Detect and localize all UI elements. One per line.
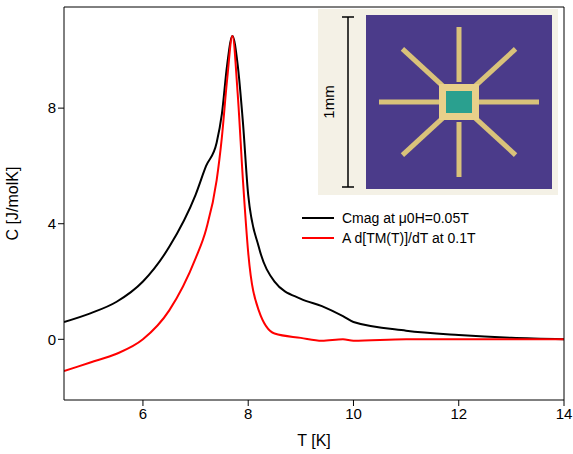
svg-text:8: 8 (244, 405, 252, 422)
svg-text:14: 14 (556, 405, 573, 422)
html-text:Cmag at μ0H=0.05T: Cmag at μ0H=0.05T (342, 210, 469, 226)
html-text:A d[TM(T)]/dT at 0.1T: A d[TM(T)]/dT at 0.1T (342, 230, 476, 246)
svg-text:8: 8 (48, 99, 56, 116)
svg-text:1mm: 1mm (320, 85, 337, 118)
svg-text:C [J/molK]: C [J/molK] (4, 167, 21, 241)
svg-text:T [K]: T [K] (297, 432, 331, 449)
svg-text:12: 12 (450, 405, 467, 422)
svg-text:6: 6 (139, 405, 147, 422)
svg-text:10: 10 (345, 405, 362, 422)
svg-text:4: 4 (48, 215, 56, 232)
svg-text:0: 0 (48, 331, 56, 348)
